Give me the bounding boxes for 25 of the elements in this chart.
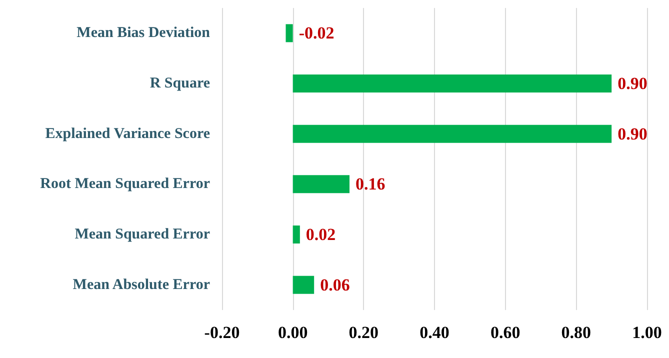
y-tick-label: Mean Bias Deviation — [76, 25, 211, 42]
y-tick-label: Explained Variance Score — [45, 126, 210, 142]
data-label: 0.90 — [618, 124, 648, 144]
y-tick-label: R Square — [150, 76, 210, 92]
x-tick-label: 0.00 — [278, 323, 308, 342]
bar — [292, 226, 300, 244]
bar — [286, 24, 293, 42]
data-label: 0.02 — [306, 225, 336, 244]
y-tick-label: Root Mean Squared Error — [40, 176, 210, 192]
bar — [292, 124, 612, 143]
x-tick-label: 0.40 — [420, 323, 450, 342]
data-label: 0.90 — [618, 74, 648, 93]
data-label: 0.16 — [356, 174, 386, 194]
data-label: 0.06 — [320, 275, 350, 294]
x-tick-label: 1.00 — [632, 323, 662, 342]
x-tick-label: 0.20 — [348, 323, 379, 342]
data-label: -0.02 — [298, 24, 334, 43]
x-tick-label: 0.60 — [490, 323, 520, 342]
x-tick-label: 0.80 — [561, 323, 592, 342]
x-tick-label: -0.20 — [204, 323, 240, 342]
y-tick-label: Mean Absolute Error — [72, 276, 210, 293]
bar — [292, 276, 314, 294]
bar — [292, 175, 350, 194]
bar — [292, 74, 612, 92]
y-tick-label: Mean Squared Error — [74, 226, 210, 242]
